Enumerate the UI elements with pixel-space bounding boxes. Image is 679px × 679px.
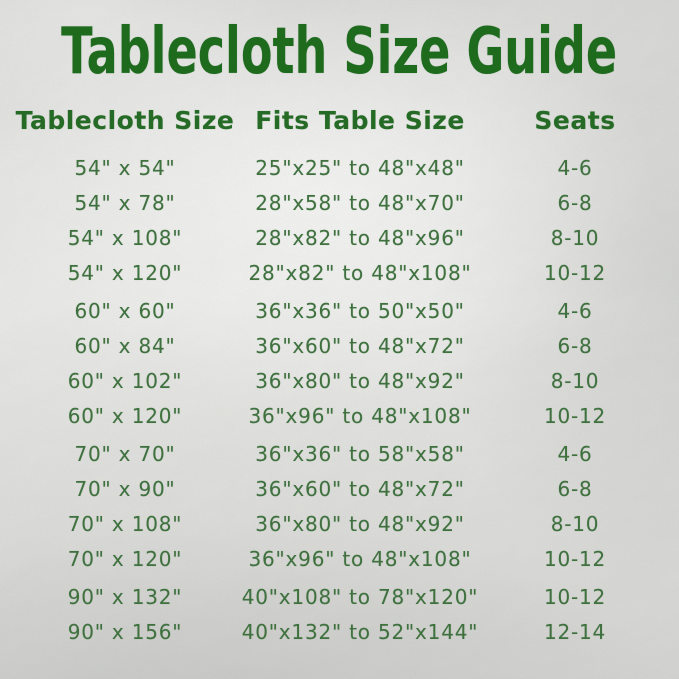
- fits-table-size-cell: 36"x80" to 48"x92": [255, 368, 465, 393]
- column-header-tablecloth-size: Tablecloth Size: [15, 105, 235, 135]
- fits-table-size-cell: 36"x60" to 48"x72": [255, 476, 465, 501]
- table-header-row: Tablecloth Size Fits Table Size Seats: [0, 103, 679, 137]
- seats-cell: 8-10: [550, 368, 600, 393]
- tablecloth-size-cell: 90" x 132": [67, 584, 183, 609]
- tablecloth-size-cell: 70" x 90": [74, 476, 176, 501]
- tablecloth-size-cell: 60" x 120": [67, 403, 183, 428]
- tablecloth-size-cell: 60" x 84": [74, 333, 176, 358]
- table-row: 90" x 132" 40"x108" to 78"x120" 10-12: [0, 579, 679, 614]
- table-row: 70" x 120" 36"x96" to 48"x108" 10-12: [0, 541, 679, 576]
- seats-cell: 12-14: [543, 619, 607, 644]
- tablecloth-size-cell: 70" x 120": [67, 546, 183, 571]
- table-row: 70" x 70" 36"x36" to 58"x58" 4-6: [0, 436, 679, 471]
- table-row: 70" x 90" 36"x60" to 48"x72" 6-8: [0, 471, 679, 506]
- fits-table-size-cell: 36"x60" to 48"x72": [255, 333, 465, 358]
- tablecloth-size-cell: 54" x 120": [67, 260, 183, 285]
- fits-table-size-cell: 36"x80" to 48"x92": [255, 511, 465, 536]
- tablecloth-size-cell: 54" x 54": [74, 155, 176, 180]
- table-row: 54" x 120" 28"x82" to 48"x108" 10-12: [0, 255, 679, 290]
- fits-table-size-cell: 25"x25" to 48"x48": [255, 155, 465, 180]
- seats-cell: 6-8: [557, 190, 593, 215]
- seats-cell: 4-6: [557, 155, 593, 180]
- table-row: 70" x 108" 36"x80" to 48"x92" 8-10: [0, 506, 679, 541]
- fits-table-size-cell: 36"x36" to 50"x50": [255, 298, 465, 323]
- seats-cell: 4-6: [557, 298, 593, 323]
- seats-cell: 6-8: [557, 333, 593, 358]
- table-row: 54" x 78" 28"x58" to 48"x70" 6-8: [0, 185, 679, 220]
- tablecloth-size-cell: 54" x 108": [67, 225, 183, 250]
- tablecloth-size-cell: 54" x 78": [74, 190, 176, 215]
- tablecloth-size-cell: 90" x 156": [67, 619, 183, 644]
- fits-table-size-cell: 40"x108" to 78"x120": [241, 584, 479, 609]
- table-row: 90" x 156" 40"x132" to 52"x144" 12-14: [0, 614, 679, 649]
- fits-table-size-cell: 36"x36" to 58"x58": [255, 441, 465, 466]
- seats-cell: 8-10: [550, 225, 600, 250]
- tablecloth-size-cell: 60" x 60": [74, 298, 176, 323]
- fits-table-size-cell: 28"x82" to 48"x108": [248, 260, 472, 285]
- table-row: 54" x 108" 28"x82" to 48"x96" 8-10: [0, 220, 679, 255]
- seats-cell: 10-12: [543, 260, 607, 285]
- seats-cell: 4-6: [557, 441, 593, 466]
- table-row: 54" x 54" 25"x25" to 48"x48" 4-6: [0, 150, 679, 185]
- seats-cell: 10-12: [543, 403, 607, 428]
- fits-table-size-cell: 28"x82" to 48"x96": [255, 225, 465, 250]
- table-row: 60" x 60" 36"x36" to 50"x50" 4-6: [0, 293, 679, 328]
- table-body: 54" x 54" 25"x25" to 48"x48" 4-6 54" x 78" 2…: [0, 150, 679, 649]
- table-row: 60" x 84" 36"x60" to 48"x72" 6-8: [0, 328, 679, 363]
- fits-table-size-cell: 40"x132" to 52"x144": [241, 619, 479, 644]
- tablecloth-size-cell: 60" x 102": [67, 368, 183, 393]
- table-row: 60" x 120" 36"x96" to 48"x108" 10-12: [0, 398, 679, 433]
- tablecloth-size-cell: 70" x 108": [67, 511, 183, 536]
- seats-cell: 6-8: [557, 476, 593, 501]
- fits-table-size-cell: 28"x58" to 48"x70": [255, 190, 465, 215]
- page-title: Tablecloth Size Guide: [61, 15, 618, 89]
- fits-table-size-cell: 36"x96" to 48"x108": [248, 546, 472, 571]
- column-header-fits-table-size: Fits Table Size: [255, 105, 465, 135]
- fits-table-size-cell: 36"x96" to 48"x108": [248, 403, 472, 428]
- title-container: Tablecloth Size Guide: [0, 14, 679, 90]
- table-row: 60" x 102" 36"x80" to 48"x92" 8-10: [0, 363, 679, 398]
- seats-cell: 10-12: [543, 546, 607, 571]
- column-header-seats: Seats: [534, 105, 616, 135]
- seats-cell: 8-10: [550, 511, 600, 536]
- seats-cell: 10-12: [543, 584, 607, 609]
- tablecloth-size-cell: 70" x 70": [74, 441, 176, 466]
